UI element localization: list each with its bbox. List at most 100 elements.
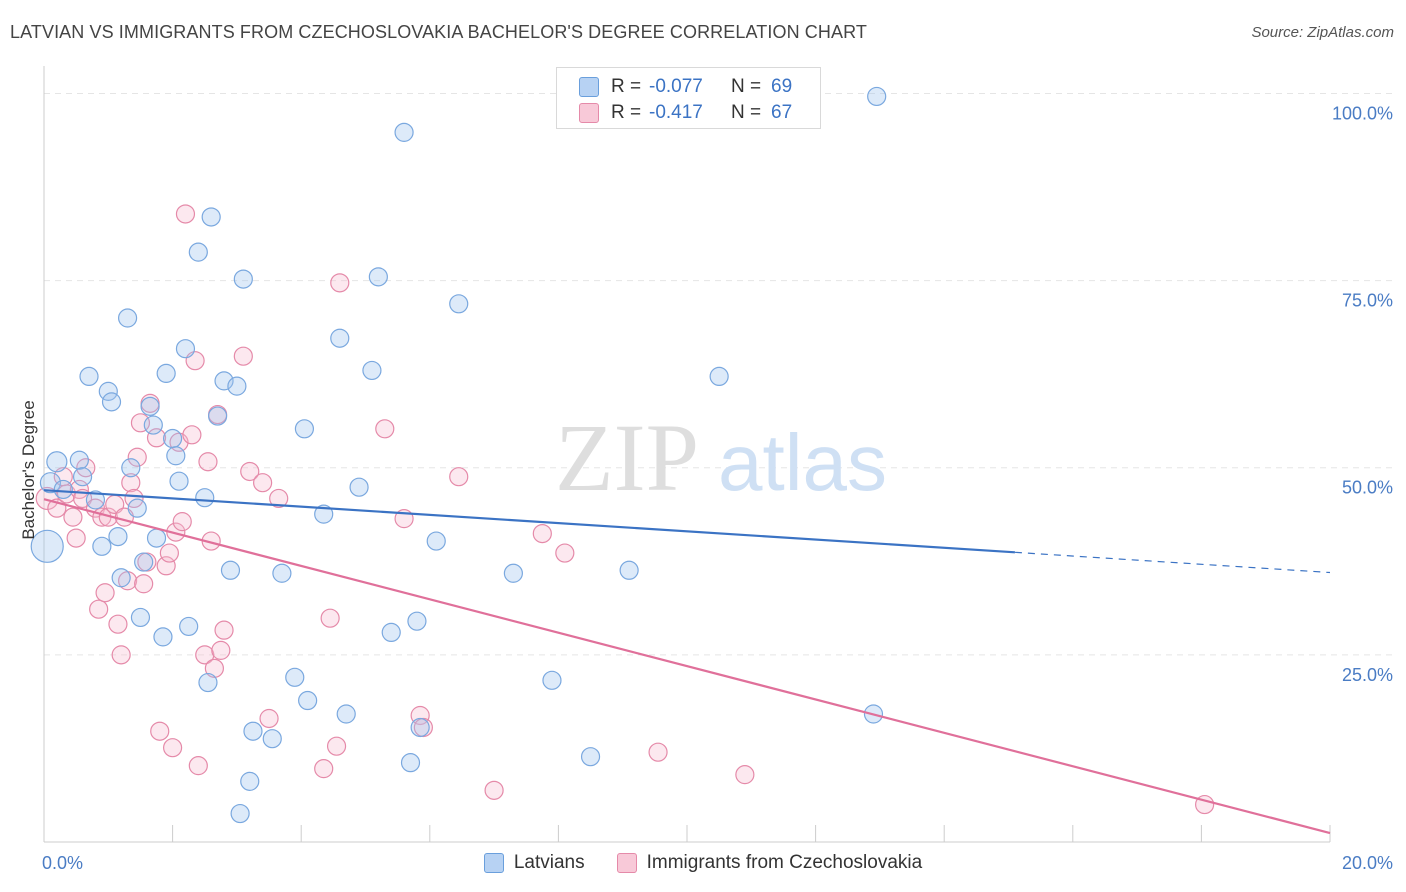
tick-labels: 25.0% 50.0% 75.0% 100.0% 0.0% 20.0% <box>42 103 1393 873</box>
point-latvians <box>121 458 141 478</box>
legend-swatch-latvians <box>579 77 599 97</box>
y-axis-title: Bachelor's Degree <box>19 400 38 539</box>
point-czechoslovakia <box>121 473 141 493</box>
point-latvians <box>208 406 228 426</box>
legend-r-value: -0.417 <box>649 102 703 123</box>
point-latvians <box>362 360 382 381</box>
point-czechoslovakia <box>95 583 115 603</box>
point-latvians <box>195 488 215 508</box>
point-latvians <box>314 504 334 524</box>
y-tick-label: 25.0% <box>1342 665 1393 685</box>
legend-item-czechoslovakia[interactable]: Immigrants from Czechoslovakia <box>616 852 923 874</box>
point-czechoslovakia <box>188 756 208 776</box>
point-latvians <box>298 690 318 711</box>
trend-lines <box>43 489 1331 835</box>
point-latvians <box>394 122 414 142</box>
point-czechoslovakia <box>175 204 196 224</box>
point-czechoslovakia <box>211 640 231 660</box>
legend-n-label: N = <box>731 76 762 97</box>
point-latvians <box>101 392 122 412</box>
point-latvians <box>85 490 106 510</box>
point-czechoslovakia <box>449 467 469 487</box>
legend-row-latvians: R = -0.077 N = 69 <box>579 75 792 99</box>
legend-swatch-czechoslovakia <box>616 853 637 873</box>
point-latvians <box>46 451 68 473</box>
point-latvians <box>330 328 350 348</box>
series-immigrants-czechoslovakia-points <box>35 204 1215 815</box>
point-czechoslovakia <box>182 425 202 445</box>
point-czechoslovakia <box>269 488 289 509</box>
point-latvians <box>214 371 234 391</box>
point-latvians <box>426 531 446 551</box>
point-latvians <box>92 536 112 556</box>
correlation-legend: R = -0.077 N = 69 R = -0.417 N = 67 <box>556 67 821 129</box>
point-czechoslovakia <box>89 599 109 619</box>
point-latvians <box>449 294 469 314</box>
point-czechoslovakia <box>108 614 128 634</box>
point-czechoslovakia <box>648 742 668 762</box>
point-czechoslovakia <box>484 780 504 800</box>
point-czechoslovakia <box>198 452 218 472</box>
point-latvians <box>368 267 388 287</box>
point-czechoslovakia <box>735 765 755 785</box>
axes <box>43 66 1331 843</box>
point-latvians <box>134 552 154 572</box>
point-czechoslovakia <box>253 473 273 493</box>
point-czechoslovakia <box>214 620 234 640</box>
point-latvians <box>146 528 167 548</box>
y-tick-label: 100.0% <box>1332 103 1393 123</box>
legend-n-label: N = <box>731 102 762 123</box>
legend-swatch-czechoslovakia <box>579 103 599 123</box>
point-latvians <box>117 308 138 328</box>
point-latvians <box>143 415 163 435</box>
point-latvians <box>111 568 131 588</box>
point-czechoslovakia <box>375 419 395 439</box>
trend-line-latvians-extension <box>1014 551 1331 574</box>
x-tick-label: 0.0% <box>42 853 83 873</box>
point-latvians <box>580 747 601 767</box>
point-latvians <box>69 450 89 470</box>
point-latvians <box>156 363 176 384</box>
point-latvians <box>262 729 282 749</box>
point-czechoslovakia <box>172 512 192 532</box>
legend-item-latvians[interactable]: Latvians <box>483 852 585 874</box>
point-latvians <box>98 381 118 401</box>
point-latvians <box>285 667 305 687</box>
point-latvians <box>349 477 369 497</box>
point-latvians <box>240 771 260 791</box>
point-czechoslovakia <box>156 556 176 576</box>
chart-title: LATVIAN VS IMMIGRANTS FROM CZECHOSLOVAKI… <box>10 22 867 42</box>
point-czechoslovakia <box>240 461 260 482</box>
legend-n-value: 67 <box>771 102 793 123</box>
point-latvians <box>108 526 128 547</box>
point-latvians <box>230 803 250 824</box>
watermark-zip: ZIP <box>555 404 699 511</box>
point-czechoslovakia <box>326 736 347 756</box>
point-latvians <box>140 396 160 416</box>
trend-line-latvians <box>43 489 1016 554</box>
point-latvians <box>619 560 639 580</box>
point-latvians <box>410 717 430 738</box>
series-legend: Latvians Immigrants from Czechoslovakia <box>0 852 1406 874</box>
point-czechoslovakia <box>320 608 340 628</box>
point-latvians <box>400 753 421 773</box>
legend-r-value: -0.077 <box>649 76 703 97</box>
chart-source: Source: ZipAtlas.com <box>1251 24 1394 41</box>
grid-lines <box>44 92 1392 656</box>
point-czechoslovakia <box>163 738 183 758</box>
point-latvians <box>169 471 189 491</box>
point-czechoslovakia <box>233 346 253 366</box>
trend-line-czechoslovakia <box>43 498 1331 835</box>
legend-label-czechoslovakia: Immigrants from Czechoslovakia <box>646 852 923 873</box>
point-czechoslovakia <box>555 543 575 563</box>
point-czechoslovakia <box>532 523 552 544</box>
legend-r-label: R = <box>611 76 642 97</box>
point-latvians <box>407 611 427 631</box>
point-czechoslovakia <box>330 273 350 293</box>
point-latvians <box>709 366 729 387</box>
point-czechoslovakia <box>204 658 224 678</box>
point-latvians <box>220 560 241 580</box>
point-latvians <box>53 479 73 500</box>
point-latvians <box>39 472 62 494</box>
